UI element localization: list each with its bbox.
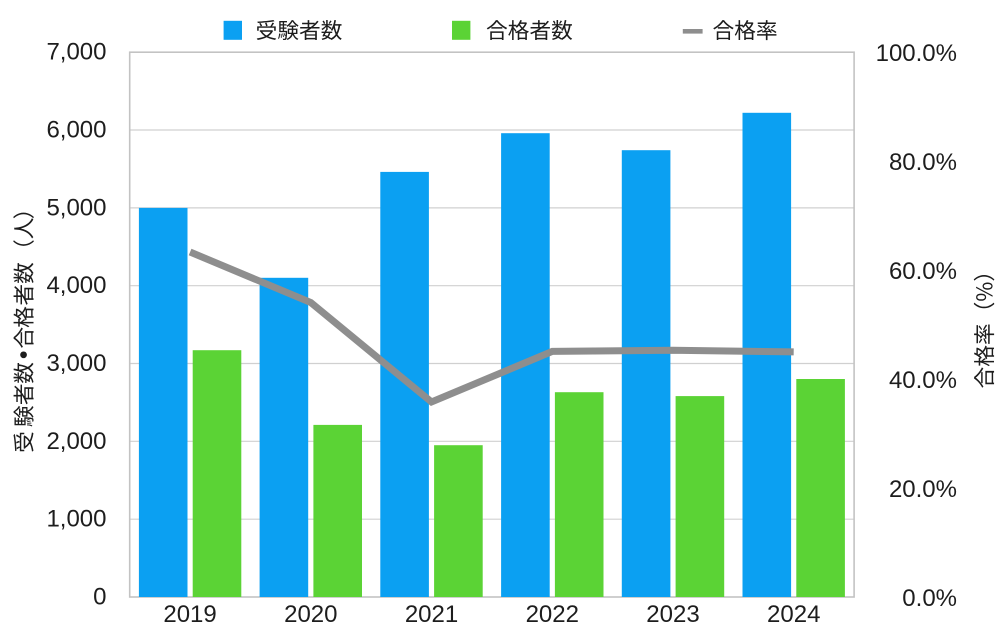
svg-text:6,000: 6,000 [46, 117, 106, 144]
svg-text:2019: 2019 [163, 601, 216, 628]
svg-text:1,000: 1,000 [46, 506, 106, 533]
svg-text:2022: 2022 [526, 601, 579, 628]
svg-text:4,000: 4,000 [46, 272, 106, 299]
svg-text:2023: 2023 [646, 601, 699, 628]
svg-text:0: 0 [93, 584, 106, 611]
svg-text:2,000: 2,000 [46, 428, 106, 455]
svg-text:2021: 2021 [405, 601, 458, 628]
svg-text:100.0%: 100.0% [876, 40, 957, 67]
svg-text:80.0%: 80.0% [889, 149, 957, 176]
svg-text:7,000: 7,000 [46, 39, 106, 66]
svg-text:0.0%: 0.0% [902, 585, 957, 612]
svg-text:2024: 2024 [767, 601, 820, 628]
svg-text:5,000: 5,000 [46, 194, 106, 221]
svg-text:20.0%: 20.0% [889, 476, 957, 503]
svg-text:3,000: 3,000 [46, 350, 106, 377]
svg-text:60.0%: 60.0% [889, 258, 957, 285]
svg-text:40.0%: 40.0% [889, 367, 957, 394]
svg-text:2020: 2020 [284, 601, 337, 628]
